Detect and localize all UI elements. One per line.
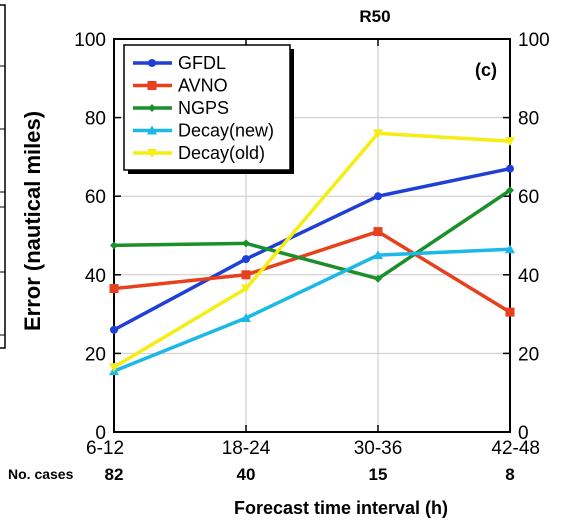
series-line-avno	[113, 229, 511, 314]
series-point-gfdl	[110, 325, 118, 334]
series-point-gfdl	[242, 255, 250, 264]
series-point-avno	[241, 270, 251, 280]
case-count: 8	[505, 465, 514, 484]
y-tick-label-right: 20	[518, 344, 539, 365]
series-point-avno	[373, 227, 383, 237]
chart-title: R50	[359, 7, 390, 26]
y-tick-label-left: 80	[85, 109, 106, 130]
x-tick-label: 30-36	[354, 438, 403, 459]
y-tick-label-right: 100	[518, 30, 550, 51]
series-point-avno	[109, 284, 119, 294]
legend-marker-gfdl	[148, 59, 156, 67]
series-point-gfdl	[506, 164, 514, 173]
case-count: 15	[369, 465, 388, 484]
y-tick-label-right: 60	[518, 187, 539, 208]
case-counts: 82 40 15 8	[105, 465, 515, 484]
y-tick-label-right: 40	[518, 266, 539, 287]
series-point-ngps	[374, 274, 382, 283]
series-point-decay-new	[505, 244, 515, 254]
series-point-ngps	[506, 186, 514, 195]
series-point-decay-old	[241, 284, 251, 294]
series-point-decay-new	[241, 313, 251, 323]
cases-label: No. cases	[8, 466, 74, 482]
y-tick-label-right: 0	[518, 423, 529, 444]
series-line-decay-new	[113, 247, 511, 373]
legend-marker-decay-new	[147, 125, 157, 135]
case-count: 40	[237, 465, 256, 484]
series-point-decay-old	[109, 363, 119, 373]
legend-label-avno: AVNO	[178, 76, 228, 96]
series-point-ngps	[242, 239, 250, 248]
series-point-decay-old	[505, 137, 515, 147]
series-point-decay-new	[373, 250, 383, 260]
x-tick-label: 6-12	[86, 438, 124, 459]
y-tick-label-left: 0	[95, 423, 106, 444]
case-count: 82	[105, 465, 124, 484]
series-point-gfdl	[374, 192, 382, 201]
series-layer	[109, 129, 515, 376]
y-tick-label-right: 80	[518, 109, 539, 130]
legend-marker-ngps	[148, 104, 156, 112]
series-point-avno	[505, 307, 515, 317]
y-axis-label: Error (nautical miles)	[20, 111, 45, 331]
series-line-ngps	[113, 188, 511, 281]
x-axis-label: Forecast time interval (h)	[234, 498, 448, 518]
legend-label-decay-new: Decay(new)	[178, 121, 274, 141]
legend-label-decay-old: Decay(old)	[178, 143, 265, 163]
x-tick-label: 42-48	[491, 438, 540, 459]
y-tick-label-left: 100	[74, 30, 106, 51]
legend-marker-decay-old	[147, 149, 157, 158]
y-tick-label-left: 40	[85, 266, 106, 287]
series-point-decay-old	[373, 129, 383, 139]
tick-labels: 0 0 20 20 40 40 60 60 80 80 100 100 6-12 18-24 30-36 42…	[74, 30, 549, 459]
legend-label-gfdl: GFDL	[178, 53, 226, 73]
y-tick-label-left: 60	[85, 187, 106, 208]
legend-marker-avno	[147, 81, 157, 90]
panel-label: (c)	[475, 60, 497, 80]
adjacent-panel-fragment	[0, 4, 6, 349]
plot-frame	[113, 38, 511, 433]
series-point-ngps	[110, 241, 118, 250]
series-line-decay-old	[113, 131, 511, 369]
series-line-gfdl	[113, 166, 511, 332]
x-tick-label: 18-24	[222, 438, 271, 459]
legend-label-ngps: NGPS	[178, 98, 229, 118]
y-tick-label-left: 20	[85, 344, 106, 365]
